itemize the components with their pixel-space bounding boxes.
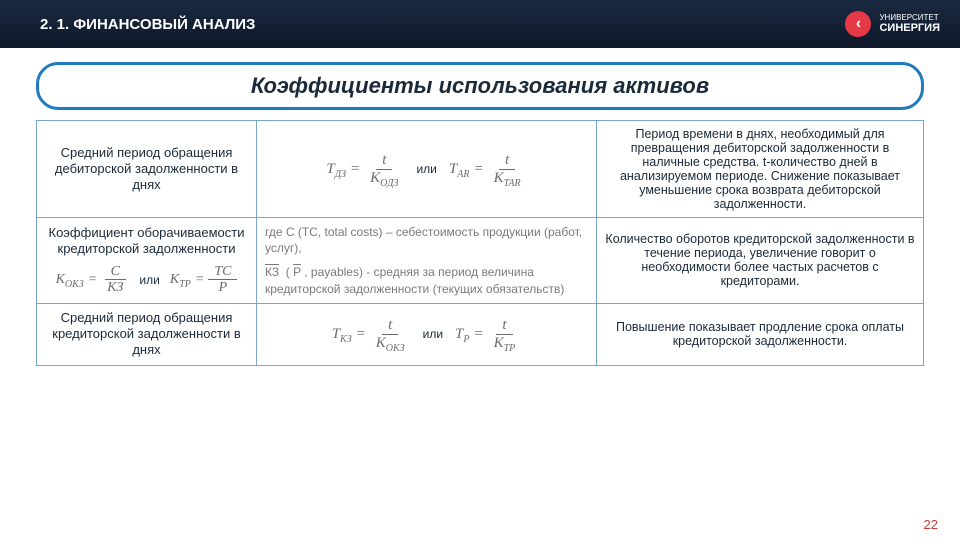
- row-formula: TДЗ = tKОДЗ или TAR = tKTAR: [257, 121, 597, 218]
- row-label: Средний период обращения кредиторской за…: [37, 303, 257, 365]
- header-title: 2. 1. ФИНАНСОВЫЙ АНАЛИЗ: [40, 16, 255, 33]
- formula: TAR = tKTAR: [449, 152, 527, 186]
- row-desc: Период времени в днях, необходимый для п…: [597, 121, 924, 218]
- formula: KTP = TCP: [170, 264, 238, 296]
- formula: TКЗ = tKОКЗ: [332, 317, 411, 351]
- brand-icon: ‹: [845, 11, 871, 37]
- formula: TДЗ = tKОДЗ: [326, 152, 404, 186]
- page-number: 22: [924, 517, 938, 532]
- table-row: Средний период обращения дебиторской зад…: [37, 121, 924, 218]
- content-table: Средний период обращения дебиторской зад…: [36, 120, 924, 366]
- brand: ‹ УНИВЕРСИТЕТ СИНЕРГИЯ: [845, 11, 940, 37]
- brand-text: УНИВЕРСИТЕТ СИНЕРГИЯ: [879, 14, 940, 35]
- slide-header: 2. 1. ФИНАНСОВЫЙ АНАЛИЗ ‹ УНИВЕРСИТЕТ СИ…: [0, 0, 960, 48]
- table-row: Коэффициент оборачиваемости кредиторской…: [37, 218, 924, 304]
- row-desc: Повышение показывает продление срока опл…: [597, 303, 924, 365]
- row-desc: Количество оборотов кредиторской задолже…: [597, 218, 924, 304]
- row-label: Средний период обращения дебиторской зад…: [37, 121, 257, 218]
- row-label: Коэффициент оборачиваемости кредиторской…: [37, 218, 257, 304]
- table-row: Средний период обращения кредиторской за…: [37, 303, 924, 365]
- title-box: Коэффициенты использования активов: [36, 62, 924, 110]
- page-title: Коэффициенты использования активов: [251, 73, 709, 98]
- row-formula: TКЗ = tKОКЗ или TP = tKTP: [257, 303, 597, 365]
- page-body: Коэффициенты использования активов Средн…: [0, 48, 960, 366]
- formula: KОКЗ = CКЗ: [56, 264, 130, 296]
- row-formula: где C (TC, total costs) – себестоимость …: [257, 218, 597, 304]
- formula: TP = tKTP: [455, 317, 521, 351]
